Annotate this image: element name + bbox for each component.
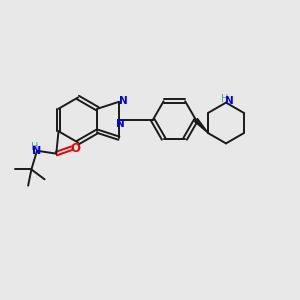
Text: N: N bbox=[116, 119, 125, 129]
Text: N: N bbox=[225, 96, 233, 106]
Text: H: H bbox=[31, 142, 38, 152]
Text: N: N bbox=[32, 146, 42, 156]
Polygon shape bbox=[194, 118, 208, 133]
Text: N: N bbox=[119, 96, 128, 106]
Text: H: H bbox=[221, 94, 228, 104]
Text: O: O bbox=[70, 142, 80, 154]
